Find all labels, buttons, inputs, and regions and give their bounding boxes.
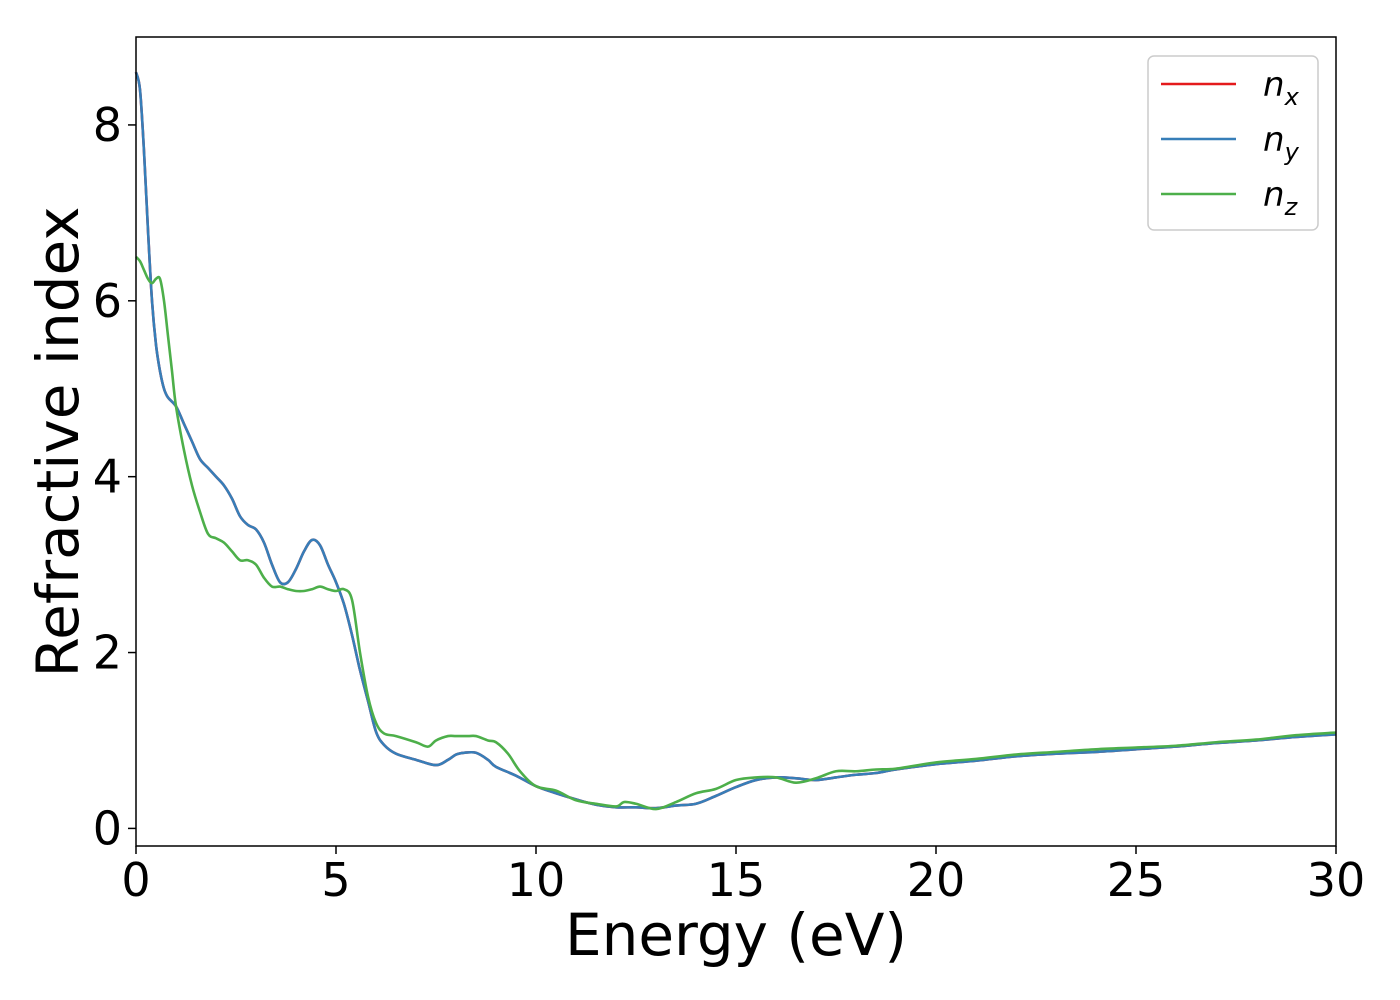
y-tick-label: 2 — [93, 626, 122, 680]
x-tick-label: 25 — [1107, 853, 1166, 907]
series-line-y — [134, 71, 1337, 810]
y-tick-label: 0 — [93, 801, 122, 855]
y-tick-label: 4 — [93, 450, 122, 504]
y-tick-label: 6 — [93, 274, 122, 328]
y-axis-title: Refractive index — [24, 206, 92, 677]
x-tick-label: 0 — [121, 853, 150, 907]
legend-box — [1147, 55, 1319, 231]
legend-label-y: ny — [1263, 120, 1300, 166]
y-tick-label: 8 — [93, 98, 122, 152]
series-layer — [134, 71, 1337, 811]
x-axis-title: Energy (eV) — [565, 901, 907, 969]
x-tick-label: 5 — [321, 853, 350, 907]
y-axis-ticks: 0 2 4 6 8 — [93, 98, 136, 855]
x-tick-label: 10 — [507, 853, 566, 907]
x-axis-ticks: 0 5 10 15 20 25 30 — [121, 846, 1365, 907]
series-line-z — [135, 255, 1337, 811]
x-tick-label: 20 — [907, 853, 966, 907]
legend-label-x: nx — [1263, 65, 1300, 111]
x-tick-label: 30 — [1307, 853, 1366, 907]
x-tick-label: 15 — [707, 853, 766, 907]
